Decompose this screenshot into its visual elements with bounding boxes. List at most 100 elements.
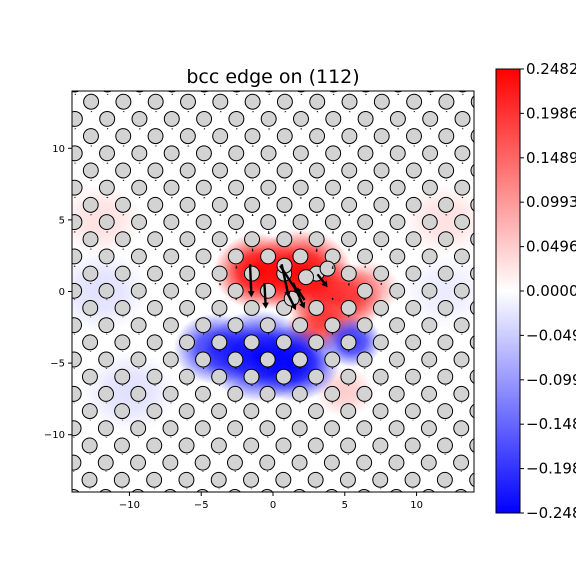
- atom: [357, 110, 374, 127]
- colorbar-tick-label: −0.099: [526, 371, 576, 389]
- arrow-head: [379, 453, 383, 455]
- arrow-head: [218, 315, 222, 317]
- small-arrow: [218, 214, 222, 216]
- arrow-head: [428, 266, 432, 268]
- small-arrow: [106, 128, 110, 130]
- small-arrow: [412, 282, 416, 285]
- atom: [163, 214, 180, 231]
- small-arrow: [88, 419, 92, 421]
- small-arrow: [170, 128, 174, 130]
- arrow-head: [153, 316, 157, 318]
- small-arrow: [283, 145, 287, 147]
- arrow-head: [121, 283, 125, 285]
- arrow-head: [138, 163, 142, 164]
- small-arrow: [170, 93, 174, 95]
- small-arrow: [444, 316, 448, 318]
- small-arrow: [121, 214, 125, 216]
- arrow-head: [88, 488, 92, 490]
- atom: [194, 454, 211, 471]
- small-arrow: [251, 214, 255, 217]
- arrow-head: [283, 146, 287, 147]
- small-arrow: [331, 162, 335, 164]
- atom: [308, 334, 325, 351]
- small-arrow: [217, 453, 221, 455]
- atom: [72, 91, 80, 93]
- arrow-head: [105, 299, 109, 301]
- arrow-head: [444, 316, 448, 318]
- atom: [470, 232, 474, 247]
- arrow-head: [266, 436, 270, 438]
- arrow-head: [218, 249, 222, 251]
- atom: [82, 162, 99, 179]
- small-arrow: [429, 93, 433, 95]
- atom: [421, 179, 438, 196]
- arrow-head: [219, 146, 223, 147]
- small-arrow: [299, 196, 303, 199]
- atom: [437, 437, 453, 454]
- atom: [72, 489, 80, 492]
- atom: [259, 317, 276, 334]
- small-arrow: [137, 436, 141, 438]
- small-arrow: [186, 214, 190, 216]
- arrow-head: [120, 453, 124, 455]
- atom: [82, 334, 99, 351]
- arrow-head: [88, 419, 92, 421]
- atom: [99, 145, 115, 162]
- atom: [244, 93, 261, 110]
- arrow-head: [314, 488, 318, 490]
- atom: [195, 179, 212, 196]
- arrow-head: [185, 419, 189, 421]
- atom: [179, 162, 196, 179]
- small-arrow: [234, 367, 238, 369]
- atom: [470, 198, 474, 212]
- small-arrow: [235, 162, 239, 164]
- colorbar-tick-label: 0.0993: [526, 193, 576, 211]
- arrow-head: [444, 145, 448, 147]
- small-arrow: [460, 368, 464, 369]
- arrow-head: [89, 180, 93, 181]
- small-arrow: [153, 282, 157, 285]
- small-arrow: [363, 333, 367, 335]
- arrow-head: [104, 436, 108, 438]
- small-arrow: [315, 179, 319, 182]
- small-arrow: [266, 367, 270, 369]
- x-tick-label: 0: [270, 500, 276, 511]
- arrow-head: [332, 94, 336, 95]
- arrow-head: [218, 385, 222, 386]
- small-arrow: [105, 333, 109, 335]
- small-arrow: [73, 265, 77, 267]
- atom: [437, 265, 454, 282]
- atom: [131, 110, 148, 127]
- arrow-head: [428, 197, 432, 199]
- small-arrow: [330, 436, 334, 438]
- small-arrow: [121, 282, 125, 285]
- atom: [243, 471, 259, 488]
- small-arrow: [346, 453, 350, 455]
- small-arrow: [411, 350, 415, 352]
- small-arrow: [72, 436, 76, 438]
- arrow-head: [299, 94, 303, 95]
- arrow-head: [330, 436, 334, 438]
- atom: [227, 282, 244, 299]
- small-arrow: [267, 231, 271, 235]
- small-arrow: [234, 265, 238, 269]
- small-arrow: [315, 110, 319, 113]
- small-arrow: [217, 419, 221, 421]
- arrow-head: [137, 333, 141, 335]
- atom: [276, 93, 293, 110]
- atom: [373, 128, 390, 145]
- atom: [275, 471, 292, 488]
- atom: [292, 248, 309, 265]
- small-arrow: [235, 196, 239, 199]
- atom: [389, 179, 406, 196]
- arrow-head: [219, 111, 223, 113]
- atom: [147, 265, 163, 282]
- atom: [275, 334, 292, 351]
- atom: [102, 91, 112, 93]
- atom: [72, 282, 83, 299]
- arrow-head: [154, 180, 158, 181]
- small-arrow: [170, 162, 174, 164]
- atom: [113, 437, 130, 454]
- arrow-head: [363, 402, 367, 404]
- atom: [454, 489, 468, 492]
